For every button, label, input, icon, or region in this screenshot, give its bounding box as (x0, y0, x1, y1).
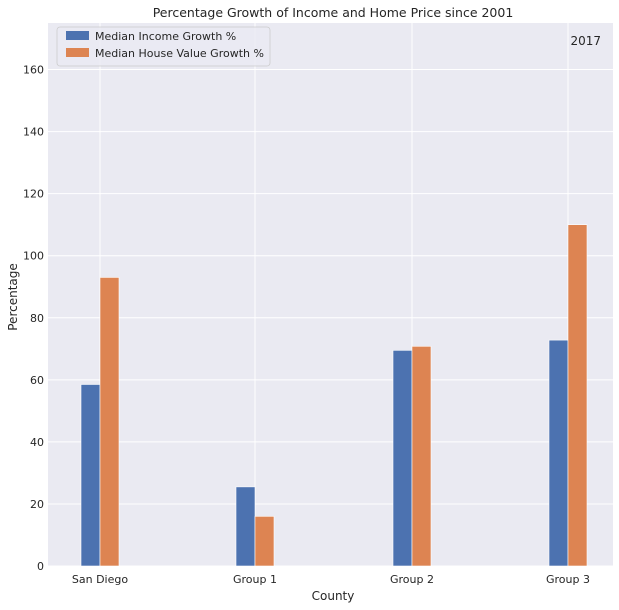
x-tick-label: Group 1 (233, 573, 277, 586)
bar-house-value (99, 277, 120, 567)
x-axis-label: County (312, 589, 355, 603)
y-axis-label: Percentage (6, 263, 20, 331)
bars (80, 224, 588, 567)
chart-title: Percentage Growth of Income and Home Pri… (153, 5, 514, 20)
y-tick-label: 0 (37, 560, 44, 573)
bar-income (80, 384, 101, 567)
tick-labels: 0 20 40 60 80 100 120 140 160 San Diego Group 1 Gro… (23, 64, 590, 586)
y-tick-label: 20 (30, 498, 44, 511)
bar-house-value (254, 516, 275, 567)
bar-income (392, 350, 413, 567)
legend-swatch-income (66, 31, 89, 40)
y-tick-label: 40 (30, 436, 44, 449)
bar-house-value (567, 224, 588, 567)
y-tick-label: 60 (30, 374, 44, 387)
legend-label-house: Median House Value Growth % (95, 47, 264, 60)
bar-house-value (411, 346, 432, 567)
legend-label-income: Median Income Growth % (95, 30, 236, 43)
year-annotation: 2017 (570, 34, 601, 48)
x-tick-label: San Diego (72, 573, 128, 586)
legend: Median Income Growth % Median House Valu… (56, 26, 271, 67)
plot-area (48, 23, 613, 566)
y-tick-label: 120 (23, 188, 44, 201)
legend-swatch-house (66, 48, 89, 57)
legend-box (56, 26, 271, 67)
bar-income (235, 486, 256, 567)
y-tick-label: 140 (23, 126, 44, 139)
x-tick-label: Group 3 (546, 573, 590, 586)
y-tick-label: 100 (23, 250, 44, 263)
y-tick-label: 160 (23, 64, 44, 77)
y-tick-label: 80 (30, 312, 44, 325)
bar-income (548, 339, 569, 567)
x-tick-label: Group 2 (390, 573, 434, 586)
